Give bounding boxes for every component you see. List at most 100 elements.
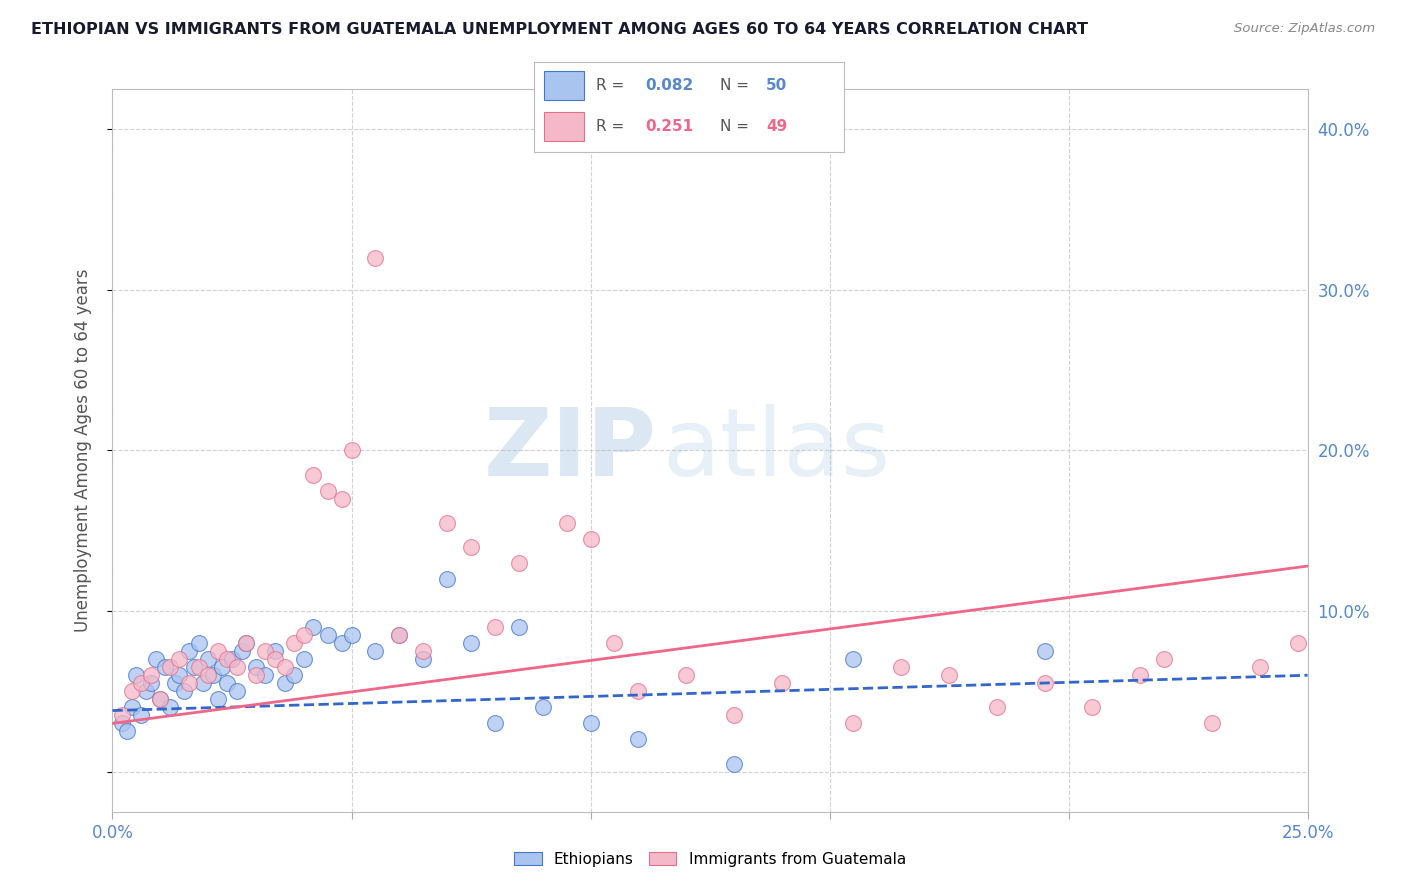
- Point: [484, 620, 506, 634]
- Point: [217, 652, 239, 666]
- Point: [723, 708, 745, 723]
- Point: [1033, 644, 1056, 658]
- Point: [1153, 652, 1175, 666]
- Point: [121, 684, 143, 698]
- Text: Source: ZipAtlas.com: Source: ZipAtlas.com: [1234, 22, 1375, 36]
- Point: [364, 644, 387, 658]
- Point: [149, 692, 172, 706]
- Point: [986, 700, 1008, 714]
- Point: [177, 676, 200, 690]
- Point: [388, 628, 411, 642]
- Point: [221, 652, 243, 666]
- Point: [292, 652, 315, 666]
- Point: [159, 700, 181, 714]
- Point: [302, 620, 325, 634]
- Point: [187, 660, 209, 674]
- Text: 0.251: 0.251: [645, 120, 693, 134]
- Point: [842, 716, 865, 731]
- Point: [149, 692, 172, 706]
- Point: [225, 660, 247, 674]
- Point: [139, 676, 162, 690]
- Point: [245, 660, 267, 674]
- Point: [121, 700, 143, 714]
- Bar: [544, 112, 583, 141]
- Point: [1286, 636, 1309, 650]
- Point: [842, 652, 865, 666]
- Text: R =: R =: [596, 78, 624, 93]
- Text: 0.082: 0.082: [645, 78, 695, 93]
- Point: [197, 652, 219, 666]
- Point: [207, 644, 229, 658]
- Point: [460, 636, 482, 650]
- Point: [211, 660, 233, 674]
- Text: R =: R =: [596, 120, 624, 134]
- Point: [555, 516, 578, 530]
- Point: [231, 644, 253, 658]
- Point: [163, 676, 186, 690]
- Point: [1249, 660, 1271, 674]
- Point: [1201, 716, 1223, 731]
- Point: [254, 644, 277, 658]
- Point: [412, 652, 434, 666]
- Point: [235, 636, 257, 650]
- Point: [173, 684, 195, 698]
- Point: [235, 636, 257, 650]
- Text: atlas: atlas: [662, 404, 890, 497]
- Point: [364, 251, 387, 265]
- Point: [627, 732, 650, 747]
- Point: [159, 660, 181, 674]
- Point: [197, 668, 219, 682]
- Point: [111, 716, 134, 731]
- Point: [207, 692, 229, 706]
- Point: [193, 676, 215, 690]
- Point: [340, 443, 363, 458]
- Point: [316, 483, 339, 498]
- Point: [508, 620, 530, 634]
- Point: [169, 668, 191, 682]
- Point: [1081, 700, 1104, 714]
- Point: [603, 636, 626, 650]
- Point: [890, 660, 912, 674]
- Point: [302, 467, 325, 482]
- Legend: Ethiopians, Immigrants from Guatemala: Ethiopians, Immigrants from Guatemala: [508, 846, 912, 872]
- Text: ETHIOPIAN VS IMMIGRANTS FROM GUATEMALA UNEMPLOYMENT AMONG AGES 60 TO 64 YEARS CO: ETHIOPIAN VS IMMIGRANTS FROM GUATEMALA U…: [31, 22, 1088, 37]
- Point: [1033, 676, 1056, 690]
- Point: [264, 644, 287, 658]
- Point: [460, 540, 482, 554]
- Text: ZIP: ZIP: [484, 404, 657, 497]
- Text: 49: 49: [766, 120, 787, 134]
- Point: [770, 676, 793, 690]
- Point: [217, 676, 239, 690]
- Point: [254, 668, 277, 682]
- Point: [508, 556, 530, 570]
- Point: [484, 716, 506, 731]
- Point: [264, 652, 287, 666]
- Point: [169, 652, 191, 666]
- Point: [187, 636, 209, 650]
- Point: [531, 700, 554, 714]
- Point: [283, 668, 305, 682]
- Point: [273, 676, 295, 690]
- Point: [129, 676, 152, 690]
- Point: [111, 708, 134, 723]
- Point: [135, 684, 157, 698]
- Bar: [544, 71, 583, 100]
- Point: [292, 628, 315, 642]
- Point: [177, 644, 200, 658]
- Point: [412, 644, 434, 658]
- Point: [129, 708, 152, 723]
- Point: [316, 628, 339, 642]
- Text: 50: 50: [766, 78, 787, 93]
- Point: [139, 668, 162, 682]
- Point: [201, 668, 224, 682]
- Point: [340, 628, 363, 642]
- Point: [183, 660, 205, 674]
- Point: [115, 724, 138, 739]
- Point: [436, 572, 458, 586]
- Point: [283, 636, 305, 650]
- Point: [330, 636, 353, 650]
- Text: N =: N =: [720, 120, 749, 134]
- Point: [675, 668, 697, 682]
- Text: N =: N =: [720, 78, 749, 93]
- Point: [938, 668, 960, 682]
